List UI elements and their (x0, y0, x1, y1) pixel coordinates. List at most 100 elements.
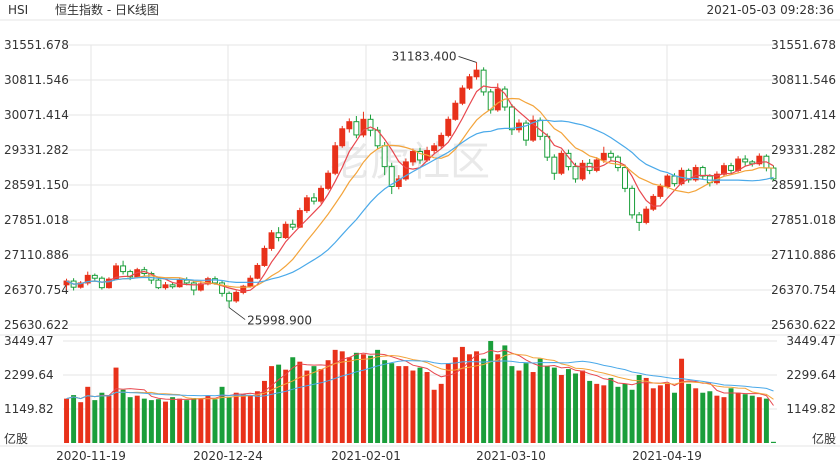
candle (162, 281, 169, 290)
volume-bar (438, 383, 444, 443)
candle (607, 150, 614, 161)
volume-bar (488, 340, 494, 443)
candle-body (318, 187, 325, 202)
volume-bar (714, 395, 720, 443)
volume-bar (629, 389, 635, 443)
candle (551, 154, 558, 180)
annotations: 31183.400 25998.900 (228, 49, 477, 328)
candle-body (367, 118, 374, 131)
candle (692, 164, 699, 182)
candle-body (226, 292, 233, 302)
candle-body (643, 208, 650, 223)
candle (445, 116, 452, 138)
candle (515, 119, 522, 133)
volume-bar (452, 357, 458, 443)
candle (197, 281, 204, 292)
candle (169, 282, 176, 289)
volume-bar (368, 355, 373, 443)
volume-bar (636, 374, 642, 443)
candle (204, 276, 211, 286)
candle-body (98, 277, 105, 289)
candle (388, 162, 395, 195)
candle-body (431, 145, 438, 152)
volume-bar (657, 385, 663, 443)
volume-bar (148, 400, 154, 443)
candle (190, 281, 197, 296)
volume-bar (120, 389, 126, 443)
volume-bar (106, 395, 112, 443)
candle (353, 116, 360, 139)
candle (614, 155, 621, 172)
volume-bar (254, 391, 260, 443)
candle (367, 114, 374, 137)
volume-bar (537, 358, 543, 443)
candle-body (204, 278, 211, 285)
volume-bar (240, 394, 246, 443)
volume-bar (410, 370, 416, 443)
volume-unit-left: 亿股 (4, 431, 28, 446)
volume-bar (311, 366, 317, 443)
candle (650, 194, 657, 212)
volume-bar (64, 398, 70, 443)
volume-bar (424, 372, 430, 443)
volume-bar (749, 395, 755, 443)
candle-body (664, 175, 671, 187)
volume-bar (71, 395, 77, 443)
date-tick-label: 2020-11-19 (56, 449, 126, 463)
candle-body (600, 152, 607, 161)
candle-body (268, 232, 275, 249)
candle-body (219, 282, 226, 294)
candle-body (579, 162, 586, 180)
candle-body (169, 284, 176, 288)
candle (219, 281, 226, 297)
candle-body (254, 264, 261, 279)
price-tick-right: 26370.754 (771, 283, 836, 297)
volume-bar (643, 377, 649, 443)
candle-body (487, 91, 494, 111)
candle-body (508, 106, 515, 131)
volume-bar (622, 383, 628, 443)
volume-moving-averages (66, 349, 774, 406)
volume-bar (445, 363, 451, 443)
volume-bar (325, 360, 331, 443)
volume-bar (742, 394, 748, 443)
volume-bar (467, 354, 472, 443)
candle (629, 185, 636, 219)
candle-body (452, 102, 459, 120)
candle-body (261, 247, 268, 266)
price-tick-left: 30071.414 (4, 108, 69, 122)
candle (438, 132, 445, 148)
candle-body (459, 87, 466, 104)
price-tick-left: 26370.754 (4, 283, 69, 297)
candle-body (105, 278, 112, 289)
volume-bar (262, 380, 267, 443)
volume-bar (551, 367, 557, 443)
candle-body (466, 76, 473, 89)
candle-body (303, 197, 310, 212)
candle (664, 174, 671, 189)
candle (593, 157, 600, 173)
candle (233, 290, 240, 303)
volume-bar (290, 357, 296, 443)
candle-body (353, 121, 360, 136)
candle-body (120, 265, 127, 273)
symbol-label: HSI (8, 3, 28, 17)
candle (240, 284, 247, 295)
volume-bar (297, 361, 303, 443)
candle-body (622, 167, 628, 189)
candle (473, 62, 480, 80)
volume-bar (664, 383, 670, 443)
volume-bar (721, 397, 727, 443)
volume-bar (770, 441, 776, 443)
candle-body (289, 223, 296, 228)
candle-body (275, 232, 282, 239)
volume-bar (332, 349, 338, 443)
volume-bar (403, 366, 409, 443)
candle-body (325, 172, 332, 189)
candle-body (190, 282, 197, 291)
candle (417, 147, 423, 164)
candle (84, 271, 91, 286)
candle-body (282, 223, 289, 239)
candle (402, 158, 409, 181)
